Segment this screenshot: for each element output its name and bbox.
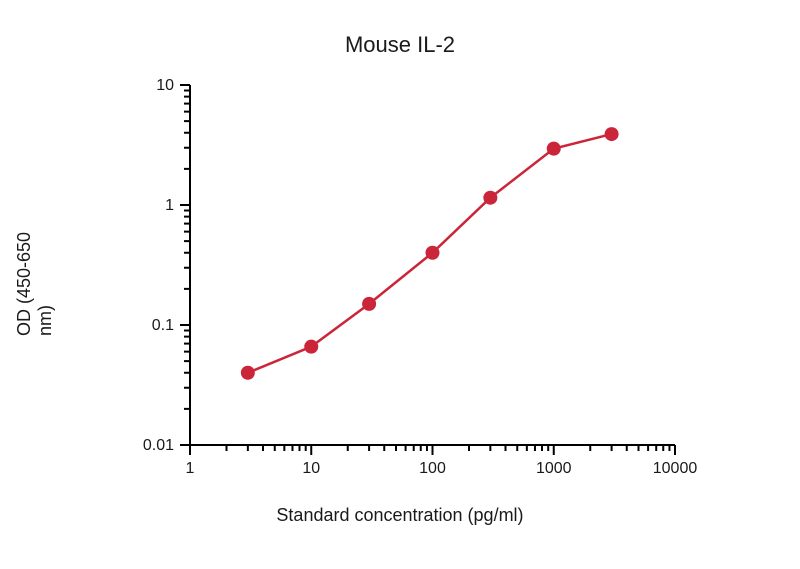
x-tick-label: 1: [186, 460, 195, 477]
data-point: [241, 366, 255, 380]
data-point: [304, 340, 318, 354]
chart-svg: 1 10 100 1000 10000 0.01 0.1 1 10: [0, 0, 800, 569]
y-tick-label: 0.1: [152, 317, 174, 334]
x-tick-label: 1000: [536, 460, 572, 477]
x-tick-label: 100: [419, 460, 446, 477]
data-point: [605, 127, 619, 141]
y-tick-label: 10: [156, 77, 174, 94]
data-point: [547, 142, 561, 156]
data-point: [362, 297, 376, 311]
y-tick-label: 0.01: [143, 437, 174, 454]
chart-container: Mouse IL-2 OD (450-650 nm) Standard conc…: [0, 0, 800, 569]
x-tick-label: 10000: [653, 460, 698, 477]
data-point: [483, 191, 497, 205]
x-tick-label: 10: [302, 460, 320, 477]
data-point: [426, 246, 440, 260]
axes: [190, 85, 675, 445]
y-tick-label: 1: [165, 197, 174, 214]
